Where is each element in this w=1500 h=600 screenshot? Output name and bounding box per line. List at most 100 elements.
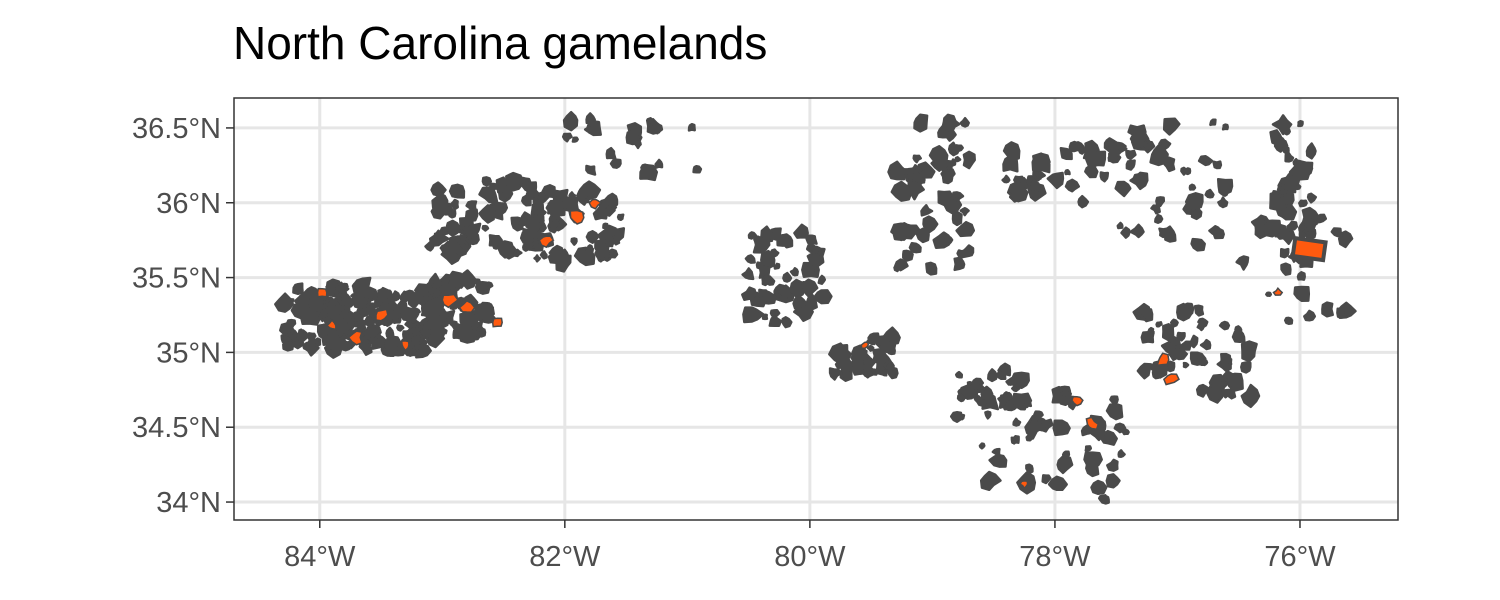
gameland-parcel [1024, 397, 1033, 408]
gameland-parcel [1061, 450, 1071, 459]
gameland-parcel [1073, 141, 1085, 152]
gameland-parcel [920, 204, 934, 217]
gameland-parcel [1330, 227, 1343, 238]
gameland-parcel [953, 256, 966, 272]
gameland-parcel [1033, 410, 1044, 420]
highlight-hl-ne-2 [569, 209, 585, 225]
gameland-parcel [1010, 436, 1019, 445]
gameland-parcel [1321, 301, 1334, 318]
gameland-parcel [646, 117, 655, 127]
gameland-parcel [377, 287, 389, 300]
gameland-parcel [805, 293, 818, 311]
highlight-hl-east-1 [441, 293, 459, 309]
x-tick-label: 76°W [1264, 541, 1336, 573]
gameland-parcel [362, 302, 376, 316]
gameland-parcel [351, 281, 361, 290]
gameland-parcel [922, 215, 939, 234]
gameland-parcel [988, 453, 1008, 468]
highlight-hl-ne-1 [538, 235, 555, 249]
gameland-parcel [811, 245, 822, 258]
gameland-parcel [1313, 213, 1328, 224]
gameland-parcel [954, 156, 962, 163]
gameland-parcel [971, 377, 985, 391]
gameland-parcel [602, 222, 609, 230]
gameland-parcel [1204, 188, 1215, 199]
gameland-parcel [483, 281, 494, 290]
gameland-parcel [1006, 180, 1029, 203]
gameland-parcel [476, 327, 487, 338]
gameland-parcel [539, 250, 548, 260]
gameland-parcel [350, 311, 360, 322]
gameland-parcel [1205, 384, 1224, 404]
gameland-parcel [464, 222, 482, 240]
gameland-parcel [1032, 171, 1042, 180]
gameland-parcel [609, 158, 622, 169]
gameland-parcel [1046, 171, 1065, 190]
gameland-parcel [741, 267, 755, 281]
gameland-parcel [1169, 318, 1179, 328]
gameland-parcel [1129, 223, 1145, 239]
gameland-parcel [894, 258, 909, 272]
gameland-parcel [1114, 180, 1132, 198]
y-tick-label: 34°N [156, 487, 221, 519]
gameland-parcel [776, 233, 790, 247]
gameland-parcel [478, 204, 496, 224]
gameland-piedmont-north [887, 113, 976, 276]
gameland-parcel [444, 226, 452, 235]
gameland-parcel [318, 313, 326, 323]
gameland-parcel [1056, 455, 1074, 475]
gameland-parcel [302, 341, 312, 351]
gameland-parcel [949, 410, 963, 423]
gameland-parcel [274, 292, 295, 313]
gameland-parcel [1059, 385, 1072, 397]
gameland-parcel [1116, 141, 1127, 153]
gameland-parcel [768, 314, 783, 327]
gameland-parcel [1077, 194, 1090, 209]
gameland-parcel [1216, 177, 1234, 196]
gameland-parcel [1298, 231, 1307, 239]
gameland-parcel [1303, 309, 1317, 322]
gameland-parcel [358, 338, 373, 356]
gameland-northern-ridge [561, 110, 703, 182]
gameland-parcel [1052, 419, 1071, 437]
gameland-parcel [1288, 162, 1311, 181]
gameland-parcel [1136, 362, 1153, 380]
gameland-parcel [1028, 178, 1041, 194]
gameland-parcel [437, 232, 445, 240]
gameland-parcel [959, 116, 970, 128]
gameland-parcel [654, 158, 664, 170]
gameland-parcel [1137, 307, 1154, 323]
gameland-parcel [782, 271, 793, 283]
gameland-parcel [449, 198, 459, 211]
gameland-coastal-plain-north [1099, 117, 1234, 252]
gameland-parcel [881, 369, 888, 377]
gameland-parcel [883, 360, 895, 371]
gameland-parcel [1059, 146, 1073, 161]
gameland-parcel [863, 370, 873, 379]
gameland-parcel [1286, 220, 1299, 232]
gameland-parcel [902, 249, 914, 262]
highlight-hl-ne-3 [588, 198, 603, 210]
highlight-hl-pam-1 [1272, 286, 1284, 296]
gameland-piedmont-central [741, 223, 833, 329]
gameland-parcel [465, 200, 478, 211]
gameland-piedmont-south [828, 326, 901, 382]
gameland-parcel [978, 442, 986, 450]
gameland-parcel [828, 342, 853, 365]
gameland-polygons [274, 110, 1357, 505]
gameland-parcel [744, 254, 756, 264]
gameland-parcel [1085, 150, 1107, 169]
gameland-parcel [398, 306, 406, 314]
gameland-parcel [438, 312, 451, 327]
gameland-parcel [866, 344, 875, 352]
gameland-parcel [605, 238, 614, 248]
gameland-parcel [890, 222, 909, 242]
gameland-parcel [1084, 445, 1093, 452]
gameland-parcel [339, 293, 356, 309]
gameland-pamlico-east [1235, 213, 1357, 325]
gameland-parcel [594, 244, 610, 262]
y-tick-label: 34.5°N [132, 412, 221, 444]
gameland-parcel [1150, 204, 1161, 215]
gameland-parcel [1306, 192, 1318, 204]
gameland-parcel [817, 274, 827, 285]
